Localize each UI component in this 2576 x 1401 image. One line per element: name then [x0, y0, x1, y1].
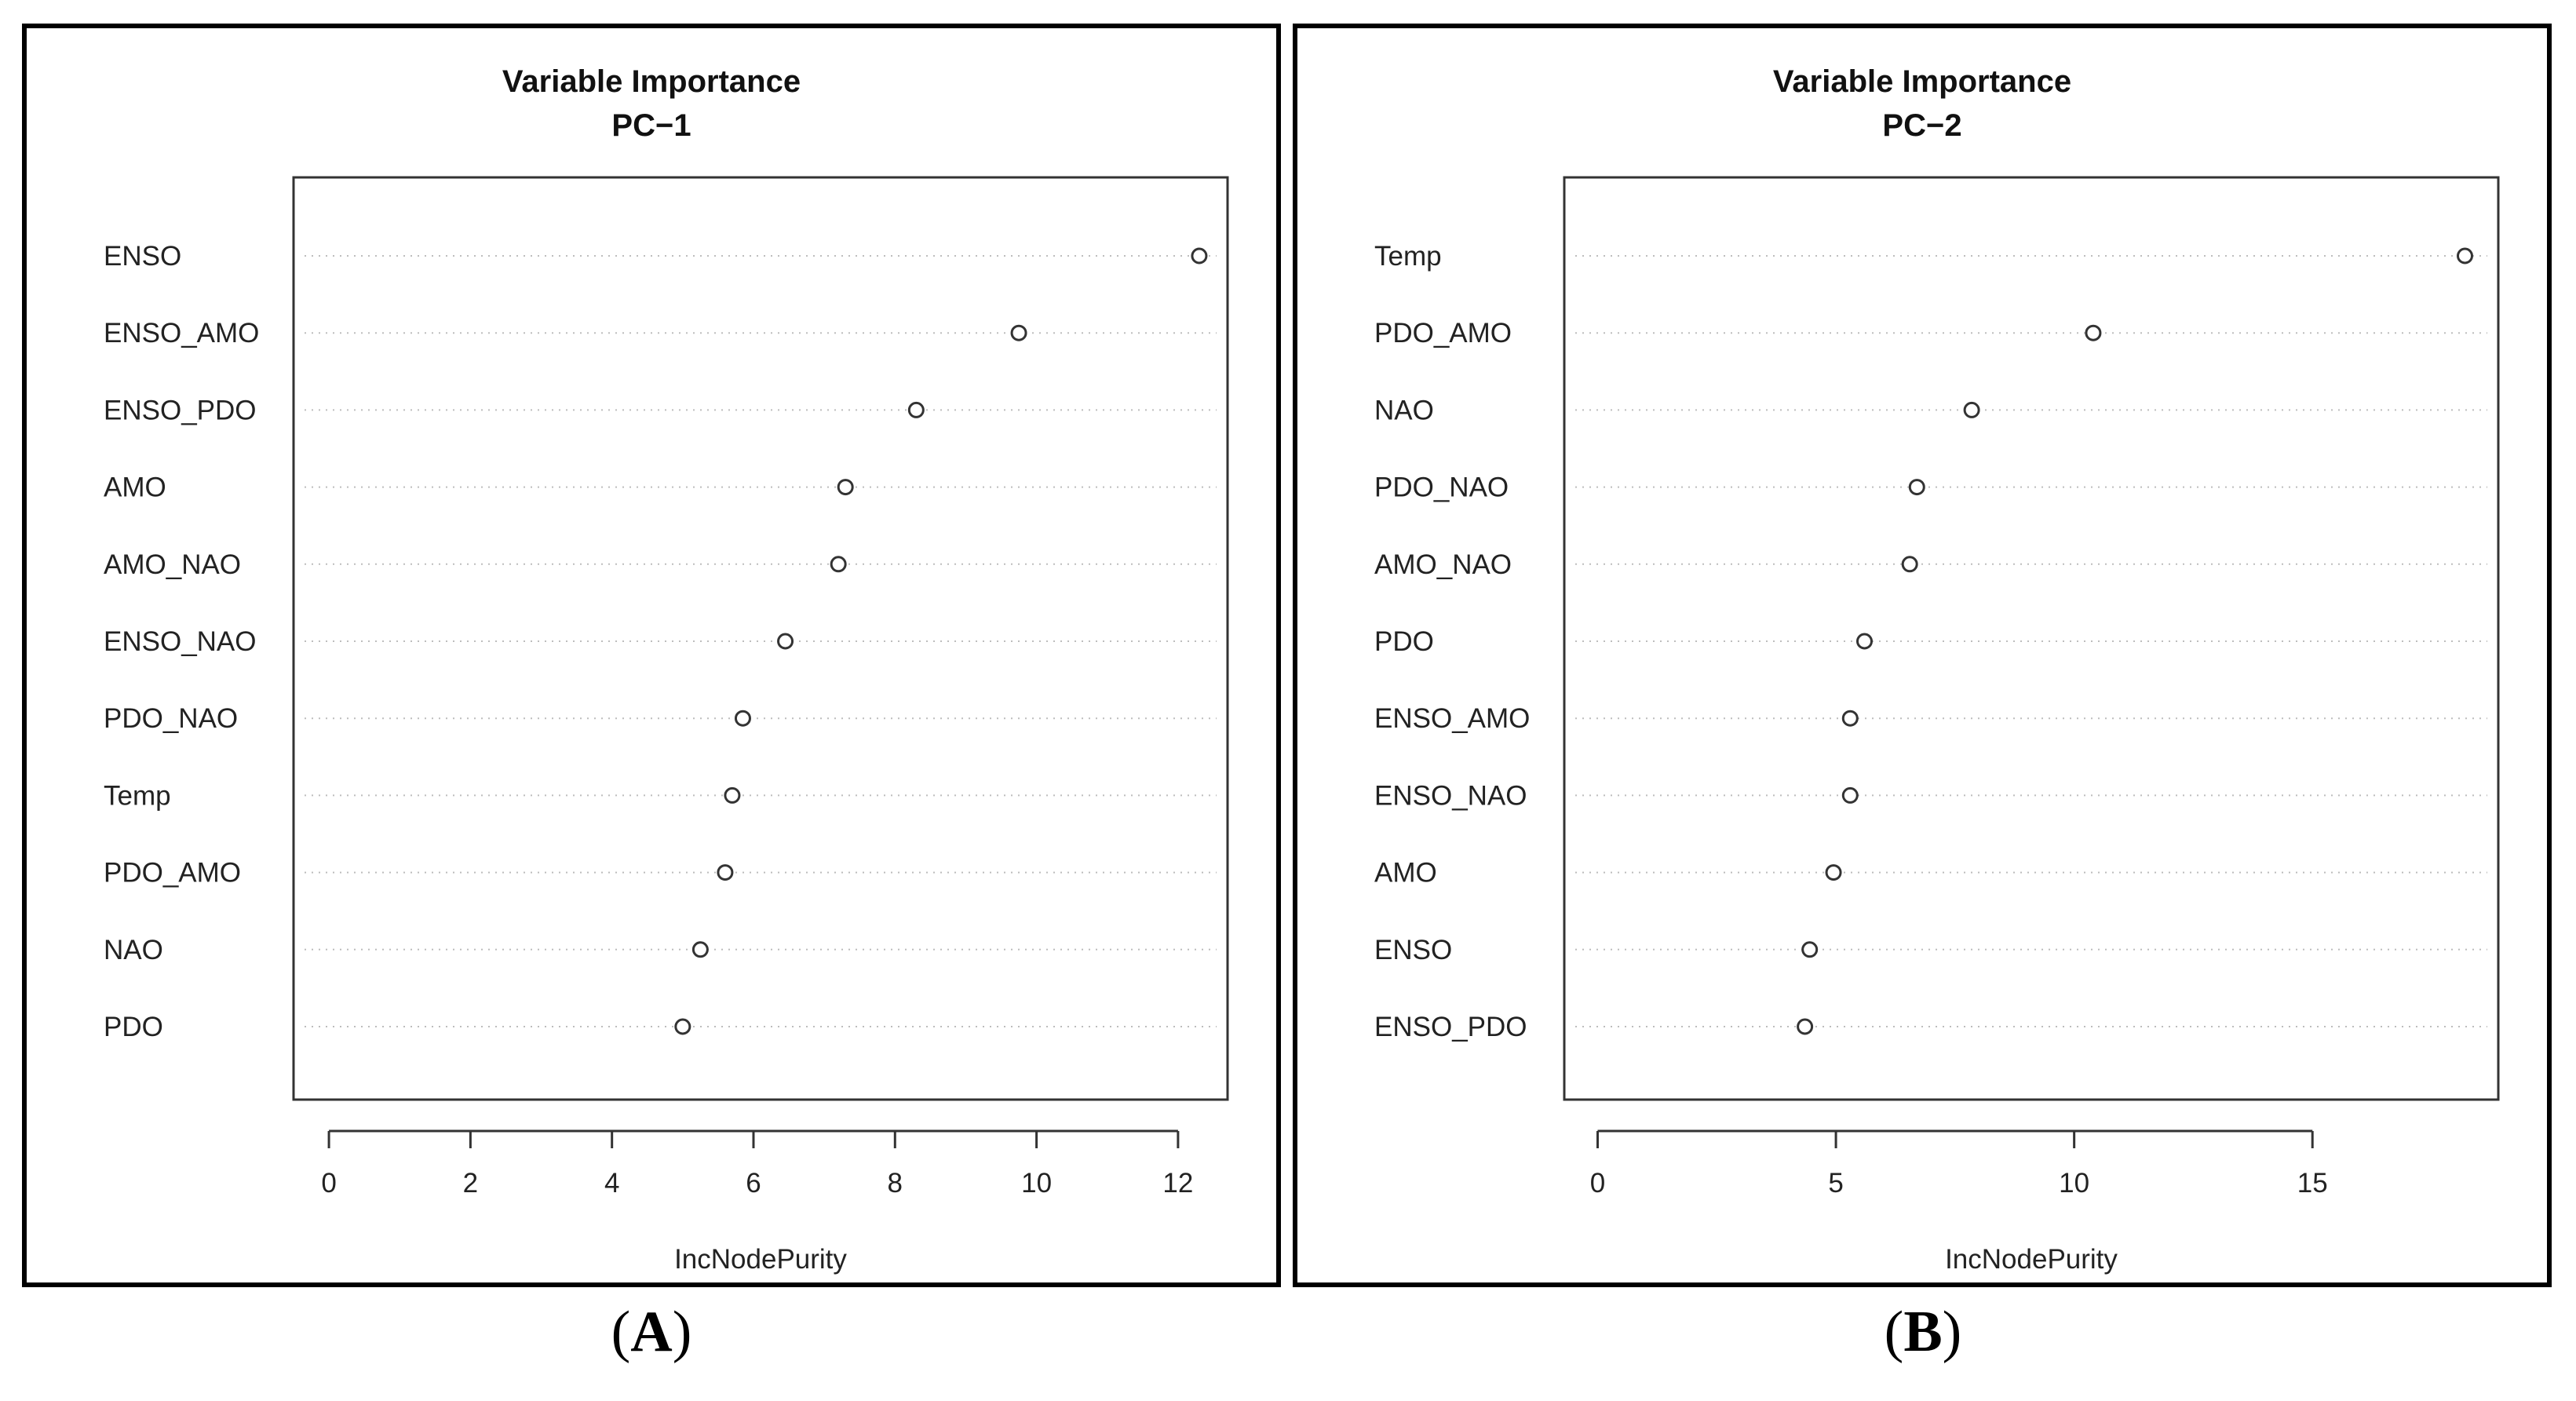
chart-a-data-point: [777, 633, 794, 650]
chart-b-data-point: [1825, 864, 1842, 881]
chart-panel-b: Variable Importance PC−2 Temp PDO_AMO NAO P…: [1293, 24, 2552, 1287]
chart-a-title: Variable Importance: [502, 64, 801, 99]
chart-b-x-tick-label: 0: [1590, 1168, 1605, 1199]
chart-b-data-point: [1841, 786, 1859, 804]
chart-b-category-label: AMO: [1374, 858, 1437, 888]
panel-label-a: (A): [611, 1300, 692, 1364]
chart-b-category-label: ENSO_PDO: [1374, 1012, 1527, 1042]
chart-b-plot: Temp PDO_AMO NAO PDO_NAO AMO_NAO PDO ENSO_AMO E…: [1374, 176, 2500, 1275]
chart-b-data-point: [1908, 479, 1925, 496]
chart-b-category-label: Temp: [1374, 241, 1442, 272]
chart-a-x-tick-label: 8: [888, 1168, 903, 1199]
chart-b-category-label: NAO: [1374, 395, 1434, 425]
chart-a-data-point: [907, 401, 925, 418]
chart-a-category-label: PDO_AMO: [104, 858, 241, 888]
chart-b-x-tick-label: 15: [2297, 1168, 2328, 1199]
chart-a-category-label: PDO_NAO: [104, 703, 238, 734]
chart-panel-a: Variable Importance PC−1 ENSO ENSO_AMO ENS…: [22, 24, 1281, 1287]
panel-label-b: (B): [1884, 1300, 1962, 1364]
chart-a-category-label: ENSO: [104, 241, 181, 272]
chart-b-data-point: [1797, 1018, 1814, 1035]
chart-a-x-tick-label: 12: [1162, 1168, 1193, 1199]
chart-b-category-label: AMO_NAO: [1374, 549, 1512, 580]
chart-a-category-label: ENSO_AMO: [104, 318, 259, 348]
chart-b-category-label: PDO_NAO: [1374, 472, 1509, 503]
chart-a-data-point: [837, 479, 854, 496]
chart-b-data-point: [1801, 941, 1819, 958]
chart-b-category-label: ENSO_AMO: [1374, 703, 1530, 734]
chart-a-plot: ENSO ENSO_AMO ENSO_PDO AMO AMO_NAO ENSO_NAO PD…: [104, 176, 1229, 1275]
chart-b-category-label: PDO_AMO: [1374, 318, 1512, 348]
chart-a-data-point: [674, 1018, 691, 1035]
chart-a-x-tick-label: 6: [746, 1168, 761, 1199]
chart-a-data-point: [691, 941, 709, 958]
chart-b-category-label: ENSO: [1374, 935, 1452, 965]
chart-b-plot-frame: [1563, 176, 2500, 1101]
chart-a-data-point: [1010, 324, 1027, 341]
chart-b-x-tick-label: 5: [1828, 1168, 1843, 1199]
chart-a-category-label: PDO: [104, 1012, 163, 1042]
panel-label-b-letter: B: [1903, 1300, 1943, 1364]
chart-a-data-point: [724, 786, 741, 804]
chart-b-data-point: [1901, 556, 1918, 573]
chart-a-data-point: [734, 710, 751, 727]
chart-a-data-point: [717, 864, 734, 881]
chart-a-category-label: AMO_NAO: [104, 549, 241, 580]
chart-a-subtitle: PC−1: [611, 108, 691, 143]
chart-a-category-label: Temp: [104, 780, 171, 811]
chart-b-data-point: [1841, 710, 1859, 727]
chart-b-data-point: [1963, 401, 1980, 418]
chart-a-x-tick-label: 4: [604, 1168, 619, 1199]
chart-a-data-point: [830, 556, 847, 573]
panel-label-a-letter: A: [630, 1300, 673, 1364]
chart-b-title: Variable Importance: [1772, 64, 2072, 99]
chart-b-category-label: ENSO_NAO: [1374, 780, 1527, 811]
chart-a-data-point: [1191, 247, 1208, 265]
chart-b-data-point: [2085, 324, 2102, 341]
chart-a-x-tick-label: 2: [463, 1168, 478, 1199]
chart-a-x-tick-label: 10: [1021, 1168, 1052, 1199]
chart-b-category-label: PDO: [1374, 626, 1434, 657]
chart-a-category-label: ENSO_PDO: [104, 395, 257, 425]
chart-a-x-axis-label: IncNodePurity: [674, 1244, 847, 1275]
chart-a-x-tick-label: 0: [321, 1168, 336, 1199]
chart-b-subtitle: PC−2: [1882, 108, 1962, 143]
chart-b-data-point: [2457, 247, 2473, 265]
chart-b-x-axis-label: IncNodePurity: [1945, 1244, 2118, 1275]
chart-b-x-tick-label: 10: [2059, 1168, 2089, 1199]
chart-b-data-point: [1856, 633, 1873, 650]
chart-a-category-label: AMO: [104, 472, 166, 503]
chart-a-category-label: NAO: [104, 935, 163, 965]
chart-a-plot-frame: [292, 176, 1229, 1101]
chart-a-category-label: ENSO_NAO: [104, 626, 257, 657]
